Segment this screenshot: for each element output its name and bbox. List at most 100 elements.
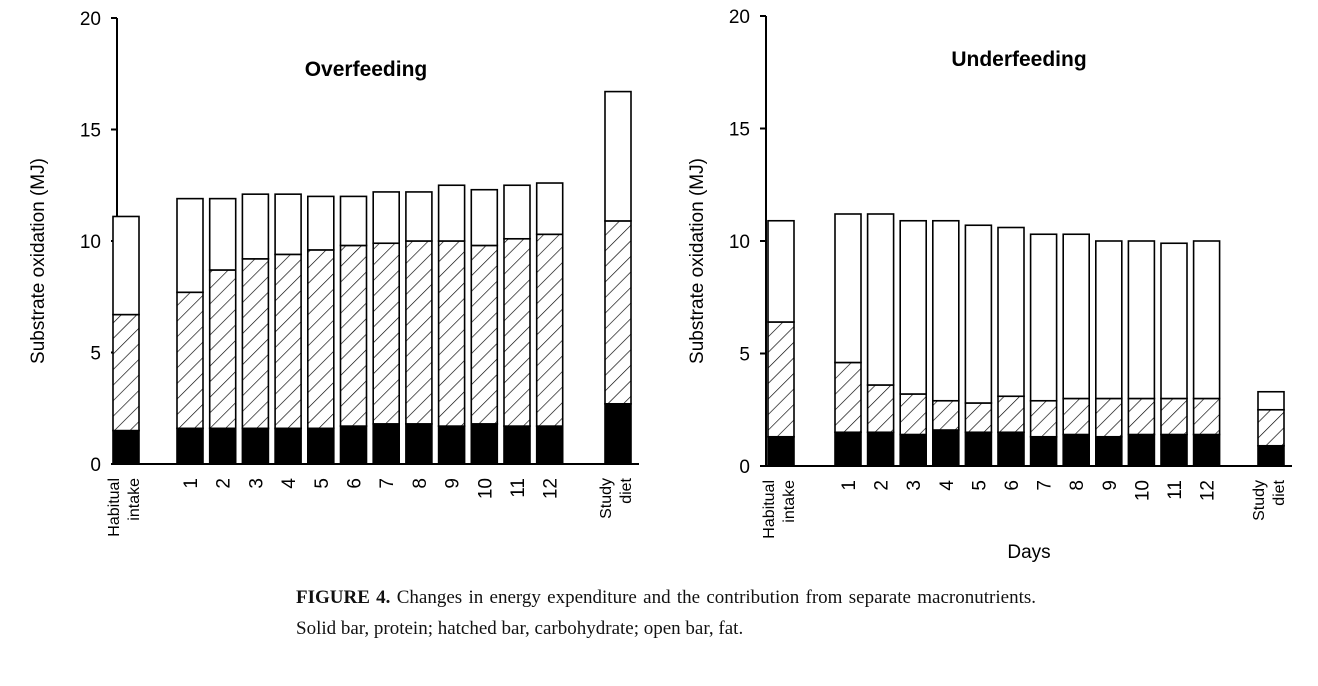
bar-carbohydrate-5 [964,402,993,434]
bar-protein-3 [899,433,928,467]
bar-protein-6 [339,425,368,465]
bar-protein-10 [1127,433,1156,467]
x-tick-label: intake [126,478,143,521]
x-tick-label: Study [1251,480,1268,521]
y-axis-label: Substrate oxidation (MJ) [687,158,708,364]
bar-protein-9 [1095,435,1123,467]
bar-fat-12 [535,182,564,236]
x-tick-label: 11 [508,478,529,498]
bar-fat-5 [306,195,335,251]
bar-carbohydrate-0 [112,313,140,432]
bar-carbohydrate-11 [503,237,531,427]
bar-fat-12 [1192,240,1221,400]
x-tick-label: 2 [214,478,235,489]
x-tick-label: 12 [1198,480,1219,501]
bar-fat-6 [997,226,1025,398]
bar-fat-9 [437,184,466,242]
bar-protein-2 [866,431,895,467]
bar-protein-4 [274,427,302,465]
bar-protein-4 [931,429,960,467]
x-tick-label: Study [598,478,615,519]
bar-carbohydrate-0 [767,321,795,438]
bar-fat-8 [405,191,433,242]
x-tick-label: Habitual [106,478,123,537]
x-tick-label: 12 [541,478,562,499]
bar-fat-2 [208,197,237,271]
bar-protein-6 [997,431,1025,467]
x-tick-label: 4 [937,480,958,491]
bar-fat-10 [1127,240,1156,400]
x-tick-label: intake [781,480,798,523]
bar-fat-0 [112,215,140,316]
bar-carbohydrate-5 [306,249,335,430]
x-tick-label: 2 [872,480,893,491]
x-tick-label: 10 [1132,480,1153,501]
bar-fat-11 [1160,242,1188,400]
x-tick-label: 7 [1035,480,1056,491]
bar-protein-0 [767,435,795,467]
bar-protein-1 [176,427,204,465]
bar-fat-6 [339,195,368,247]
caption-text: Changes in energy expenditure and the co… [296,587,1036,639]
bar-carbohydrate-4 [274,253,302,430]
bar-carbohydrate-13 [1257,408,1285,447]
figure-caption: FIGURE 4. Changes in energy expenditure … [296,582,1036,644]
bar-protein-8 [405,423,433,465]
x-tick-label: 3 [246,478,267,489]
bar-protein-5 [964,431,993,467]
bar-fat-7 [372,191,401,245]
bar-carbohydrate-1 [176,291,204,430]
bar-protein-0 [112,429,140,465]
x-tick-label: 10 [475,478,496,499]
bar-carbohydrate-10 [1127,397,1156,436]
bar-protein-11 [503,425,531,465]
bar-carbohydrate-9 [437,240,466,427]
bar-protein-1 [834,431,862,467]
bar-protein-12 [1192,433,1221,467]
bar-protein-2 [208,427,237,465]
bar-protein-13 [1257,444,1285,467]
bar-fat-10 [470,188,499,247]
bar-fat-1 [834,213,862,364]
bar-carbohydrate-6 [997,395,1025,434]
y-tick-label: 15 [80,121,101,142]
bar-carbohydrate-10 [470,244,499,425]
bar-carbohydrate-4 [931,399,960,431]
bar-fat-13 [604,90,632,222]
bar-carbohydrate-7 [372,242,401,425]
x-tick-label: 6 [1002,480,1023,491]
bar-carbohydrate-12 [1192,397,1221,436]
x-tick-label: 3 [904,480,925,491]
y-tick-label: 10 [729,232,750,253]
bar-protein-11 [1160,433,1188,467]
bar-protein-13 [604,402,632,465]
bar-fat-1 [176,197,204,294]
x-tick-label: 8 [410,478,431,489]
bar-protein-3 [241,427,270,465]
x-tick-label: 7 [377,478,398,489]
chart-title: Underfeeding [951,48,1086,71]
y-tick-label: 5 [739,345,750,366]
bar-fat-0 [767,219,795,323]
x-tick-label: Habitual [761,480,778,539]
bar-carbohydrate-13 [604,220,632,405]
x-tick-label: 9 [443,478,464,489]
bar-fat-7 [1029,233,1058,402]
x-tick-label: 5 [312,478,333,489]
bar-fat-9 [1095,240,1123,400]
x-tick-label: 8 [1067,480,1088,491]
bar-fat-8 [1062,233,1090,400]
x-tick-label: diet [1271,479,1288,505]
x-tick-label: 11 [1165,480,1186,500]
bar-fat-3 [899,219,928,395]
x-tick-label: 1 [181,478,202,489]
bar-protein-12 [535,425,564,465]
bar-protein-10 [470,423,499,465]
bar-fat-3 [241,193,270,260]
chart-title: Overfeeding [305,58,428,81]
bar-fat-4 [274,193,302,256]
bar-fat-11 [503,184,531,240]
y-tick-label: 0 [90,455,101,476]
